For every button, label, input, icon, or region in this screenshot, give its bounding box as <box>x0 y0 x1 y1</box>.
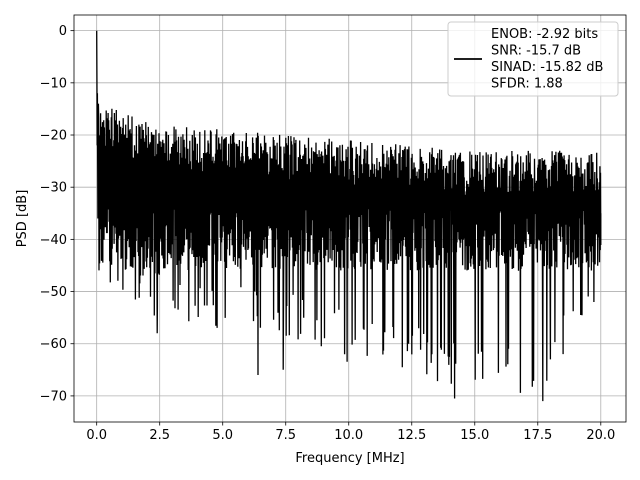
y-tick-label: −60 <box>40 337 67 352</box>
x-tick-label: 17.5 <box>523 428 552 443</box>
x-tick-label: 12.5 <box>397 428 426 443</box>
x-axis-label: Frequency [MHz] <box>295 451 404 466</box>
y-tick-label: −50 <box>40 285 67 300</box>
y-tick-label: −30 <box>40 181 67 196</box>
x-axis-ticks: 0.0 2.5 5.0 7.5 10.0 12.5 15.0 17.5 20.0 <box>86 422 615 443</box>
plot-area <box>96 30 602 402</box>
y-tick-label: −70 <box>40 389 67 404</box>
legend-entry-enob: ENOB: -2.92 bits <box>491 27 598 42</box>
y-tick-label: 0 <box>59 24 67 39</box>
psd-series-line <box>96 30 602 402</box>
x-tick-label: 5.0 <box>212 428 233 443</box>
y-tick-label: −10 <box>40 76 67 91</box>
y-axis-ticks: 0 −10 −20 −30 −40 −50 −60 −70 <box>40 24 74 404</box>
x-tick-label: 15.0 <box>460 428 489 443</box>
x-tick-label: 0.0 <box>86 428 107 443</box>
x-tick-label: 10.0 <box>334 428 363 443</box>
legend-entry-sinad: SINAD: -15.82 dB <box>491 60 603 75</box>
legend: ENOB: -2.92 bits SNR: -15.7 dB SINAD: -1… <box>447 21 619 97</box>
x-tick-label: 7.5 <box>275 428 296 443</box>
y-tick-label: −40 <box>40 233 67 248</box>
x-tick-label: 20.0 <box>586 428 615 443</box>
y-axis-label: PSD [dB] <box>15 190 30 248</box>
y-tick-label: −20 <box>40 129 67 144</box>
legend-entry-sfdr: SFDR: 1.88 <box>491 77 563 92</box>
legend-box <box>447 21 619 97</box>
legend-entry-snr: SNR: -15.7 dB <box>491 44 581 59</box>
axes-frame <box>73 14 627 423</box>
x-tick-label: 2.5 <box>149 428 170 443</box>
